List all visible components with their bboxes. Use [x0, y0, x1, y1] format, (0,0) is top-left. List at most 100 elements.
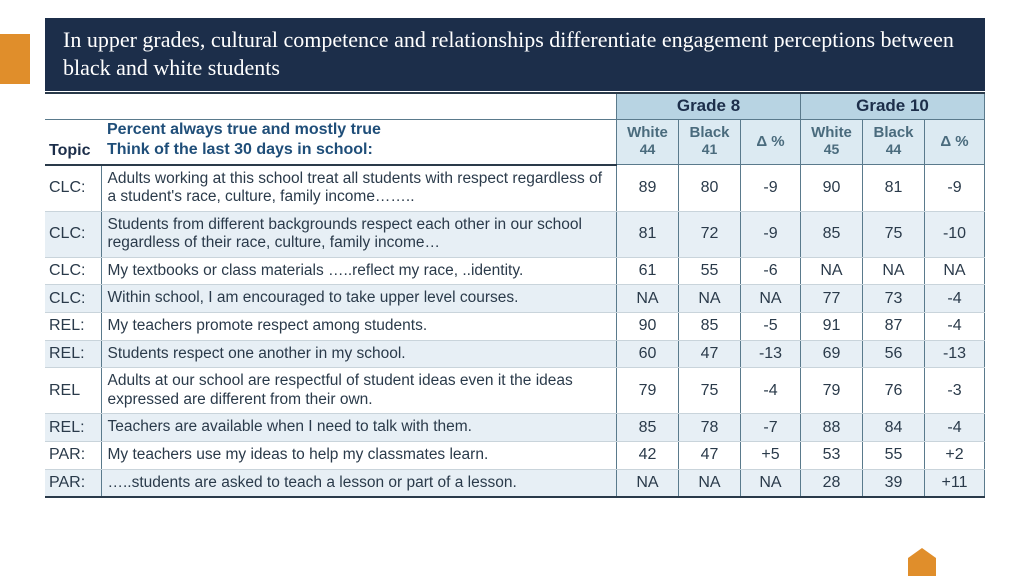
- topic-cell: REL: [45, 368, 101, 414]
- desc-cell: My textbooks or class materials …..refle…: [101, 257, 617, 285]
- table-row: RELAdults at our school are respectful o…: [45, 368, 985, 414]
- g8-white: 85: [617, 414, 679, 442]
- table-row: CLC:Within school, I am encouraged to ta…: [45, 285, 985, 313]
- desc-cell: Students respect one another in my schoo…: [101, 340, 617, 368]
- topic-cell: CLC:: [45, 211, 101, 257]
- table-row: PAR:My teachers use my ideas to help my …: [45, 442, 985, 470]
- g8-white: 42: [617, 442, 679, 470]
- g8-white: 61: [617, 257, 679, 285]
- g8-white-header: White 44: [617, 119, 679, 165]
- g10-black: 56: [863, 340, 925, 368]
- g8-black: 72: [679, 211, 741, 257]
- table-body: CLC:Adults working at this school treat …: [45, 165, 985, 498]
- label: Black: [689, 124, 729, 141]
- g10-black: 76: [863, 368, 925, 414]
- g8-black: 47: [679, 442, 741, 470]
- g8-black: 80: [679, 165, 741, 212]
- g8-delta: -4: [741, 368, 801, 414]
- g10-black: 75: [863, 211, 925, 257]
- g10-delta: -4: [925, 285, 985, 313]
- g10-black: 73: [863, 285, 925, 313]
- desc-cell: My teachers promote respect among studen…: [101, 313, 617, 341]
- g8-delta: +5: [741, 442, 801, 470]
- g10-black-header: Black 44: [863, 119, 925, 165]
- g10-white-header: White 45: [801, 119, 863, 165]
- desc-cell: Teachers are available when I need to ta…: [101, 414, 617, 442]
- g10-white: 79: [801, 368, 863, 414]
- topic-cell: CLC:: [45, 285, 101, 313]
- g10-black: 81: [863, 165, 925, 212]
- label: White: [811, 124, 852, 141]
- g10-white: NA: [801, 257, 863, 285]
- desc-header-line1: Percent always true and mostly true: [107, 121, 381, 138]
- table-row: CLC:Adults working at this school treat …: [45, 165, 985, 212]
- table-row: CLC:My textbooks or class materials …..r…: [45, 257, 985, 285]
- desc-header: Percent always true and mostly true Thin…: [101, 119, 617, 165]
- g10-delta: NA: [925, 257, 985, 285]
- g8-black: 78: [679, 414, 741, 442]
- g8-black: NA: [679, 285, 741, 313]
- g10-white: 77: [801, 285, 863, 313]
- g10-delta: -4: [925, 414, 985, 442]
- n: 44: [886, 141, 902, 157]
- g10-delta: -9: [925, 165, 985, 212]
- g10-white: 85: [801, 211, 863, 257]
- desc-cell: Within school, I am encouraged to take u…: [101, 285, 617, 313]
- g8-white: 79: [617, 368, 679, 414]
- g8-white: 89: [617, 165, 679, 212]
- g10-delta: -4: [925, 313, 985, 341]
- g10-black: 87: [863, 313, 925, 341]
- g8-black-header: Black 41: [679, 119, 741, 165]
- topic-cell: PAR:: [45, 469, 101, 497]
- topic-cell: REL:: [45, 313, 101, 341]
- topic-cell: REL:: [45, 414, 101, 442]
- g8-delta: -7: [741, 414, 801, 442]
- g10-white: 88: [801, 414, 863, 442]
- grade8-header: Grade 8: [617, 93, 801, 119]
- g8-black: 47: [679, 340, 741, 368]
- data-table: Grade 8 Grade 10 Topic Percent always tr…: [45, 92, 985, 498]
- g10-black: 55: [863, 442, 925, 470]
- g8-delta: NA: [741, 285, 801, 313]
- g8-black: 85: [679, 313, 741, 341]
- desc-cell: …..students are asked to teach a lesson …: [101, 469, 617, 497]
- g10-delta: +2: [925, 442, 985, 470]
- header-blank: [45, 93, 101, 119]
- data-table-wrap: Grade 8 Grade 10 Topic Percent always tr…: [45, 92, 985, 498]
- g8-white: NA: [617, 469, 679, 497]
- label: White: [627, 124, 668, 141]
- table-row: PAR:…..students are asked to teach a les…: [45, 469, 985, 497]
- topic-cell: CLC:: [45, 165, 101, 212]
- g10-white: 28: [801, 469, 863, 497]
- topic-cell: PAR:: [45, 442, 101, 470]
- g8-delta: -5: [741, 313, 801, 341]
- g10-delta: -10: [925, 211, 985, 257]
- g10-black: NA: [863, 257, 925, 285]
- g8-delta: -6: [741, 257, 801, 285]
- desc-cell: Students from different backgrounds resp…: [101, 211, 617, 257]
- g8-delta-header: Δ %: [741, 119, 801, 165]
- accent-bar: [0, 34, 30, 84]
- g8-white: 81: [617, 211, 679, 257]
- g8-delta: -13: [741, 340, 801, 368]
- g10-black: 84: [863, 414, 925, 442]
- n: 45: [824, 141, 840, 157]
- g8-black: 75: [679, 368, 741, 414]
- n: 41: [702, 141, 718, 157]
- g8-delta: -9: [741, 165, 801, 212]
- desc-header-line2: Think of the last 30 days in school:: [107, 141, 373, 158]
- g10-white: 91: [801, 313, 863, 341]
- topic-cell: CLC:: [45, 257, 101, 285]
- g8-white: 90: [617, 313, 679, 341]
- table-row: CLC:Students from different backgrounds …: [45, 211, 985, 257]
- g10-delta: +11: [925, 469, 985, 497]
- g8-black: NA: [679, 469, 741, 497]
- g10-delta-header: Δ %: [925, 119, 985, 165]
- desc-cell: Adults at our school are respectful of s…: [101, 368, 617, 414]
- g10-black: 39: [863, 469, 925, 497]
- table-row: REL:Students respect one another in my s…: [45, 340, 985, 368]
- g8-delta: -9: [741, 211, 801, 257]
- desc-cell: My teachers use my ideas to help my clas…: [101, 442, 617, 470]
- slide-title: In upper grades, cultural competence and…: [45, 18, 985, 91]
- g10-white: 69: [801, 340, 863, 368]
